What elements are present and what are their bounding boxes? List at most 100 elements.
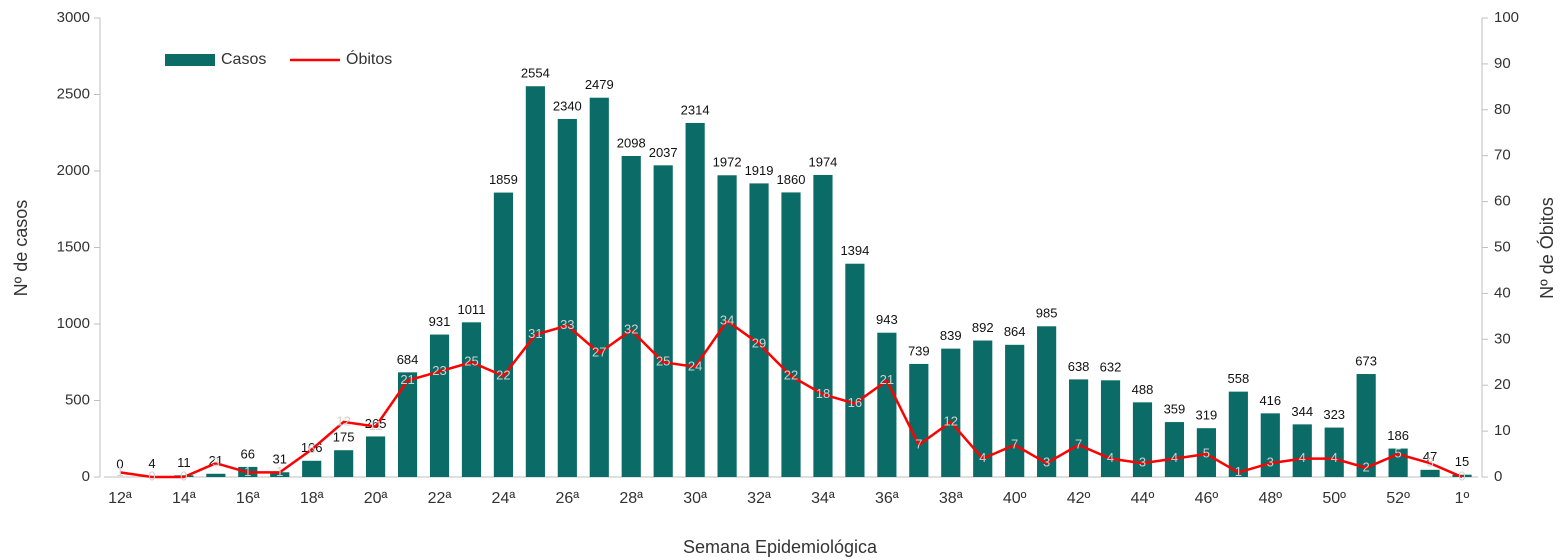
- x-tick-label: 30ª: [683, 490, 707, 507]
- bar-value-label: 1394: [840, 243, 869, 258]
- bar: [813, 174, 833, 477]
- x-axis-title: Semana Epidemiológica: [683, 537, 878, 557]
- bar: [206, 473, 226, 477]
- bar-value-label: 186: [1387, 428, 1409, 443]
- y-tick-label: 500: [65, 391, 90, 408]
- y2-tick-label: 80: [1494, 101, 1511, 118]
- bar-value-label: 344: [1291, 404, 1313, 419]
- x-tick-label: 40º: [1003, 490, 1027, 507]
- bar-value-label: 359: [1164, 402, 1186, 417]
- bar: [1100, 380, 1121, 477]
- x-tick-label: 12ª: [108, 490, 132, 507]
- bar-value-label: 1919: [745, 163, 774, 178]
- bar-value-label: 839: [940, 328, 962, 343]
- x-tick-label: 22ª: [428, 490, 452, 507]
- x-tick-label: 1º: [1455, 490, 1470, 507]
- line-value-label: 7: [1011, 436, 1018, 451]
- bar-value-label: 15: [1455, 454, 1469, 469]
- bar: [941, 348, 961, 477]
- bar: [589, 97, 609, 477]
- bar-value-label: 175: [333, 430, 355, 445]
- bar: [557, 118, 577, 477]
- bar: [781, 192, 801, 478]
- bar-value-label: 943: [876, 312, 898, 327]
- y-tick-label: 3000: [57, 9, 90, 26]
- y-tick-label: 2500: [57, 85, 90, 102]
- bar-value-label: 673: [1355, 353, 1377, 368]
- bar: [302, 460, 322, 477]
- legend-swatch: [165, 54, 215, 66]
- bar-value-label: 416: [1259, 393, 1281, 408]
- line-value-label: 0: [1458, 468, 1465, 483]
- line-value-label: 21: [880, 372, 894, 387]
- x-tick-label: 42º: [1067, 490, 1091, 507]
- line-value-label: 5: [1394, 445, 1401, 460]
- line-value-label: 5: [1203, 445, 1210, 460]
- line-value-label: 1: [1235, 464, 1242, 479]
- bar-value-label: 638: [1068, 359, 1090, 374]
- y2-axis-title: Nº de Óbitos: [1536, 197, 1557, 299]
- y-tick-label: 0: [82, 468, 90, 485]
- line-value-label: 1: [276, 464, 283, 479]
- bar: [1068, 379, 1089, 477]
- bar: [1132, 402, 1153, 477]
- bar: [973, 340, 993, 477]
- bar-value-label: 2098: [617, 135, 646, 150]
- bar-value-label: 47: [1423, 449, 1437, 464]
- bar-value-label: 632: [1100, 360, 1122, 375]
- y2-tick-label: 10: [1494, 422, 1511, 439]
- bar: [909, 363, 929, 477]
- bar: [397, 372, 418, 477]
- line-value-label: 3: [1043, 455, 1050, 470]
- bar-value-label: 684: [397, 352, 419, 367]
- y-tick-label: 1500: [57, 238, 90, 255]
- bar-value-label: 2314: [681, 102, 710, 117]
- bar-value-label: 0: [116, 456, 123, 471]
- line-value-label: 18: [816, 386, 830, 401]
- line-value-label: 6: [308, 441, 315, 456]
- line-value-label: 29: [752, 335, 766, 350]
- line-value-label: 3: [1139, 455, 1146, 470]
- y2-tick-label: 0: [1494, 468, 1502, 485]
- bar-value-label: 985: [1036, 306, 1058, 321]
- bar-value-label: 488: [1132, 382, 1154, 397]
- line-value-label: 11: [369, 418, 383, 433]
- bar: [749, 183, 769, 477]
- bar: [493, 192, 514, 477]
- x-tick-label: 36ª: [875, 490, 899, 507]
- line-value-label: 1: [244, 464, 251, 479]
- line-value-label: 34: [720, 312, 734, 327]
- line-value-label: 4: [1107, 450, 1114, 465]
- bar-value-label: 1859: [489, 172, 518, 187]
- legend-label: Óbitos: [346, 49, 392, 68]
- line-value-label: 25: [464, 354, 478, 369]
- bar-value-label: 2037: [649, 145, 678, 160]
- line-value-label: 3: [212, 455, 219, 470]
- y2-tick-label: 60: [1494, 193, 1511, 210]
- line-value-label: 1: [116, 464, 123, 479]
- y2-tick-label: 40: [1494, 284, 1511, 301]
- bar: [1196, 428, 1216, 477]
- bar-value-label: 892: [972, 320, 994, 335]
- line-value-label: 33: [560, 317, 574, 332]
- bar-value-label: 66: [241, 446, 255, 461]
- line-value-label: 3: [1426, 455, 1433, 470]
- line-value-label: 7: [1075, 436, 1082, 451]
- bar: [1420, 469, 1440, 477]
- bar: [653, 165, 673, 478]
- bar: [1292, 424, 1312, 477]
- bar-value-label: 864: [1004, 324, 1026, 339]
- x-tick-label: 50º: [1322, 490, 1346, 507]
- bar-value-label: 1972: [713, 155, 742, 170]
- line-value-label: 7: [915, 436, 922, 451]
- x-tick-label: 28ª: [619, 490, 643, 507]
- line-value-label: 12: [944, 413, 958, 428]
- x-tick-label: 38ª: [939, 490, 963, 507]
- line-value-label: 22: [784, 367, 798, 382]
- bar-value-label: 1860: [777, 172, 806, 187]
- x-tick-label: 14ª: [172, 490, 196, 507]
- y2-tick-label: 50: [1494, 238, 1511, 255]
- line: [119, 319, 1463, 479]
- y-tick-label: 2000: [57, 162, 90, 179]
